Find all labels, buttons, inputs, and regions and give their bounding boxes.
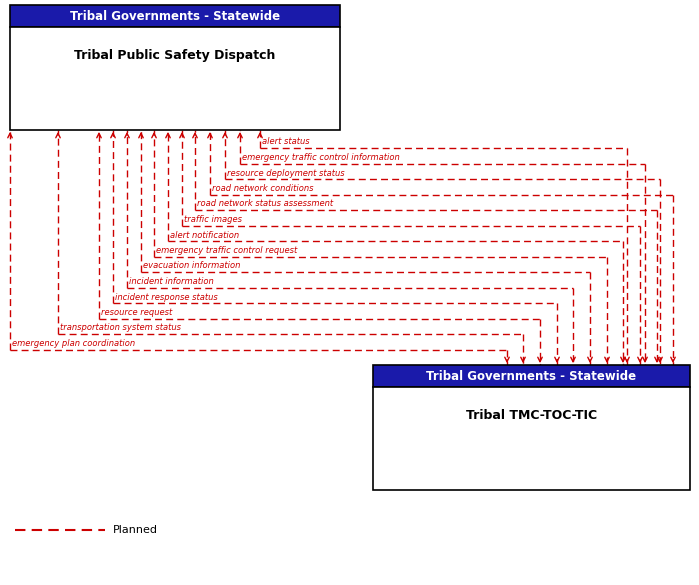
Text: evacuation information: evacuation information	[143, 261, 240, 270]
Text: Tribal Governments - Statewide: Tribal Governments - Statewide	[70, 9, 280, 22]
Text: emergency traffic control request: emergency traffic control request	[156, 246, 297, 255]
Text: Tribal TMC-TOC-TIC: Tribal TMC-TOC-TIC	[466, 410, 597, 422]
Text: Planned: Planned	[113, 525, 158, 535]
Text: alert status: alert status	[262, 137, 310, 146]
Text: incident response status: incident response status	[115, 292, 218, 301]
Text: transportation system status: transportation system status	[60, 324, 181, 332]
Text: Tribal Public Safety Dispatch: Tribal Public Safety Dispatch	[74, 49, 275, 63]
Text: incident information: incident information	[129, 277, 214, 286]
Text: resource request: resource request	[101, 308, 172, 317]
Text: resource deployment status: resource deployment status	[227, 168, 345, 177]
Bar	[10, 27, 340, 130]
Text: emergency plan coordination: emergency plan coordination	[12, 339, 135, 348]
Text: alert notification: alert notification	[170, 230, 239, 239]
Text: road network status assessment: road network status assessment	[197, 199, 333, 208]
Text: road network conditions: road network conditions	[212, 184, 313, 193]
Bar	[10, 5, 340, 27]
Text: traffic images: traffic images	[184, 215, 242, 224]
Bar	[373, 387, 690, 490]
Bar	[373, 365, 690, 387]
Text: emergency traffic control information: emergency traffic control information	[242, 153, 400, 162]
Text: Tribal Governments - Statewide: Tribal Governments - Statewide	[426, 370, 637, 383]
